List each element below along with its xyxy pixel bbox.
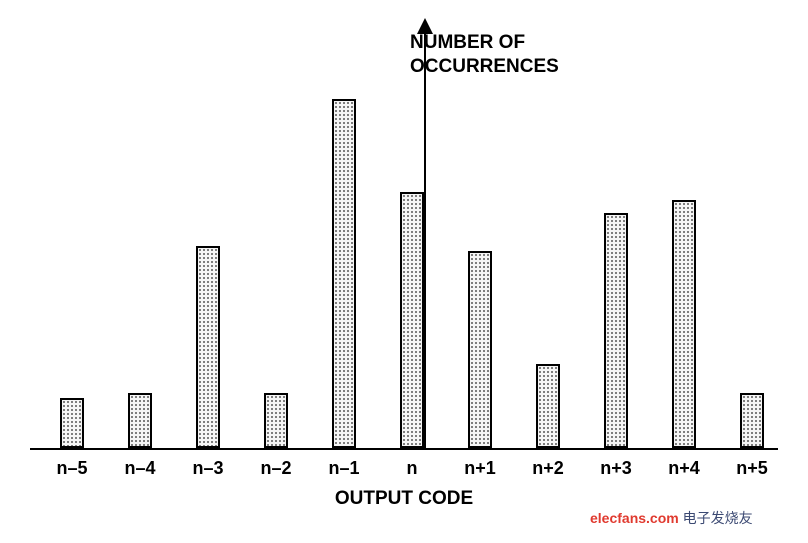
histogram-bar: [60, 398, 84, 448]
histogram-bar: [264, 393, 288, 448]
watermark-brand: elecfans: [590, 510, 646, 526]
y-axis-line: [424, 26, 426, 450]
histogram-bar: [536, 364, 560, 448]
histogram-bar: [400, 192, 424, 448]
watermark: elecfans.com 电子发烧友: [590, 508, 753, 528]
histogram-bar: [196, 246, 220, 448]
y-axis-title-line1: NUMBER OF: [410, 32, 525, 54]
x-tick-label: n+2: [514, 458, 582, 479]
histogram-bar: [672, 200, 696, 448]
histogram-bar: [740, 393, 764, 448]
y-axis-title-line2: OCCURRENCES: [410, 56, 559, 78]
x-tick-label: n+3: [582, 458, 650, 479]
histogram-bar: [604, 213, 628, 448]
x-axis-title: OUTPUT CODE: [30, 488, 778, 510]
histogram-bar: [332, 99, 356, 448]
x-axis-labels: n–5n–4n–3n–2n–1nn+1n+2n+3n+4n+5: [30, 458, 778, 488]
watermark-suffix-en: .com: [646, 510, 679, 526]
x-tick-label: n+5: [718, 458, 786, 479]
x-tick-label: n–4: [106, 458, 174, 479]
x-tick-label: n+1: [446, 458, 514, 479]
x-tick-label: n+4: [650, 458, 718, 479]
x-tick-label: n: [378, 458, 446, 479]
plot-area: [30, 20, 778, 450]
x-axis-baseline: [30, 448, 778, 450]
x-tick-label: n–3: [174, 458, 242, 479]
x-tick-label: n–5: [38, 458, 106, 479]
histogram-bar: [468, 251, 492, 448]
histogram-bar: [128, 393, 152, 448]
x-tick-label: n–2: [242, 458, 310, 479]
histogram-chart: NUMBER OF OCCURRENCES n–5n–4n–3n–2n–1nn+…: [30, 20, 778, 523]
watermark-suffix-cn: 电子发烧友: [679, 510, 753, 526]
x-tick-label: n–1: [310, 458, 378, 479]
